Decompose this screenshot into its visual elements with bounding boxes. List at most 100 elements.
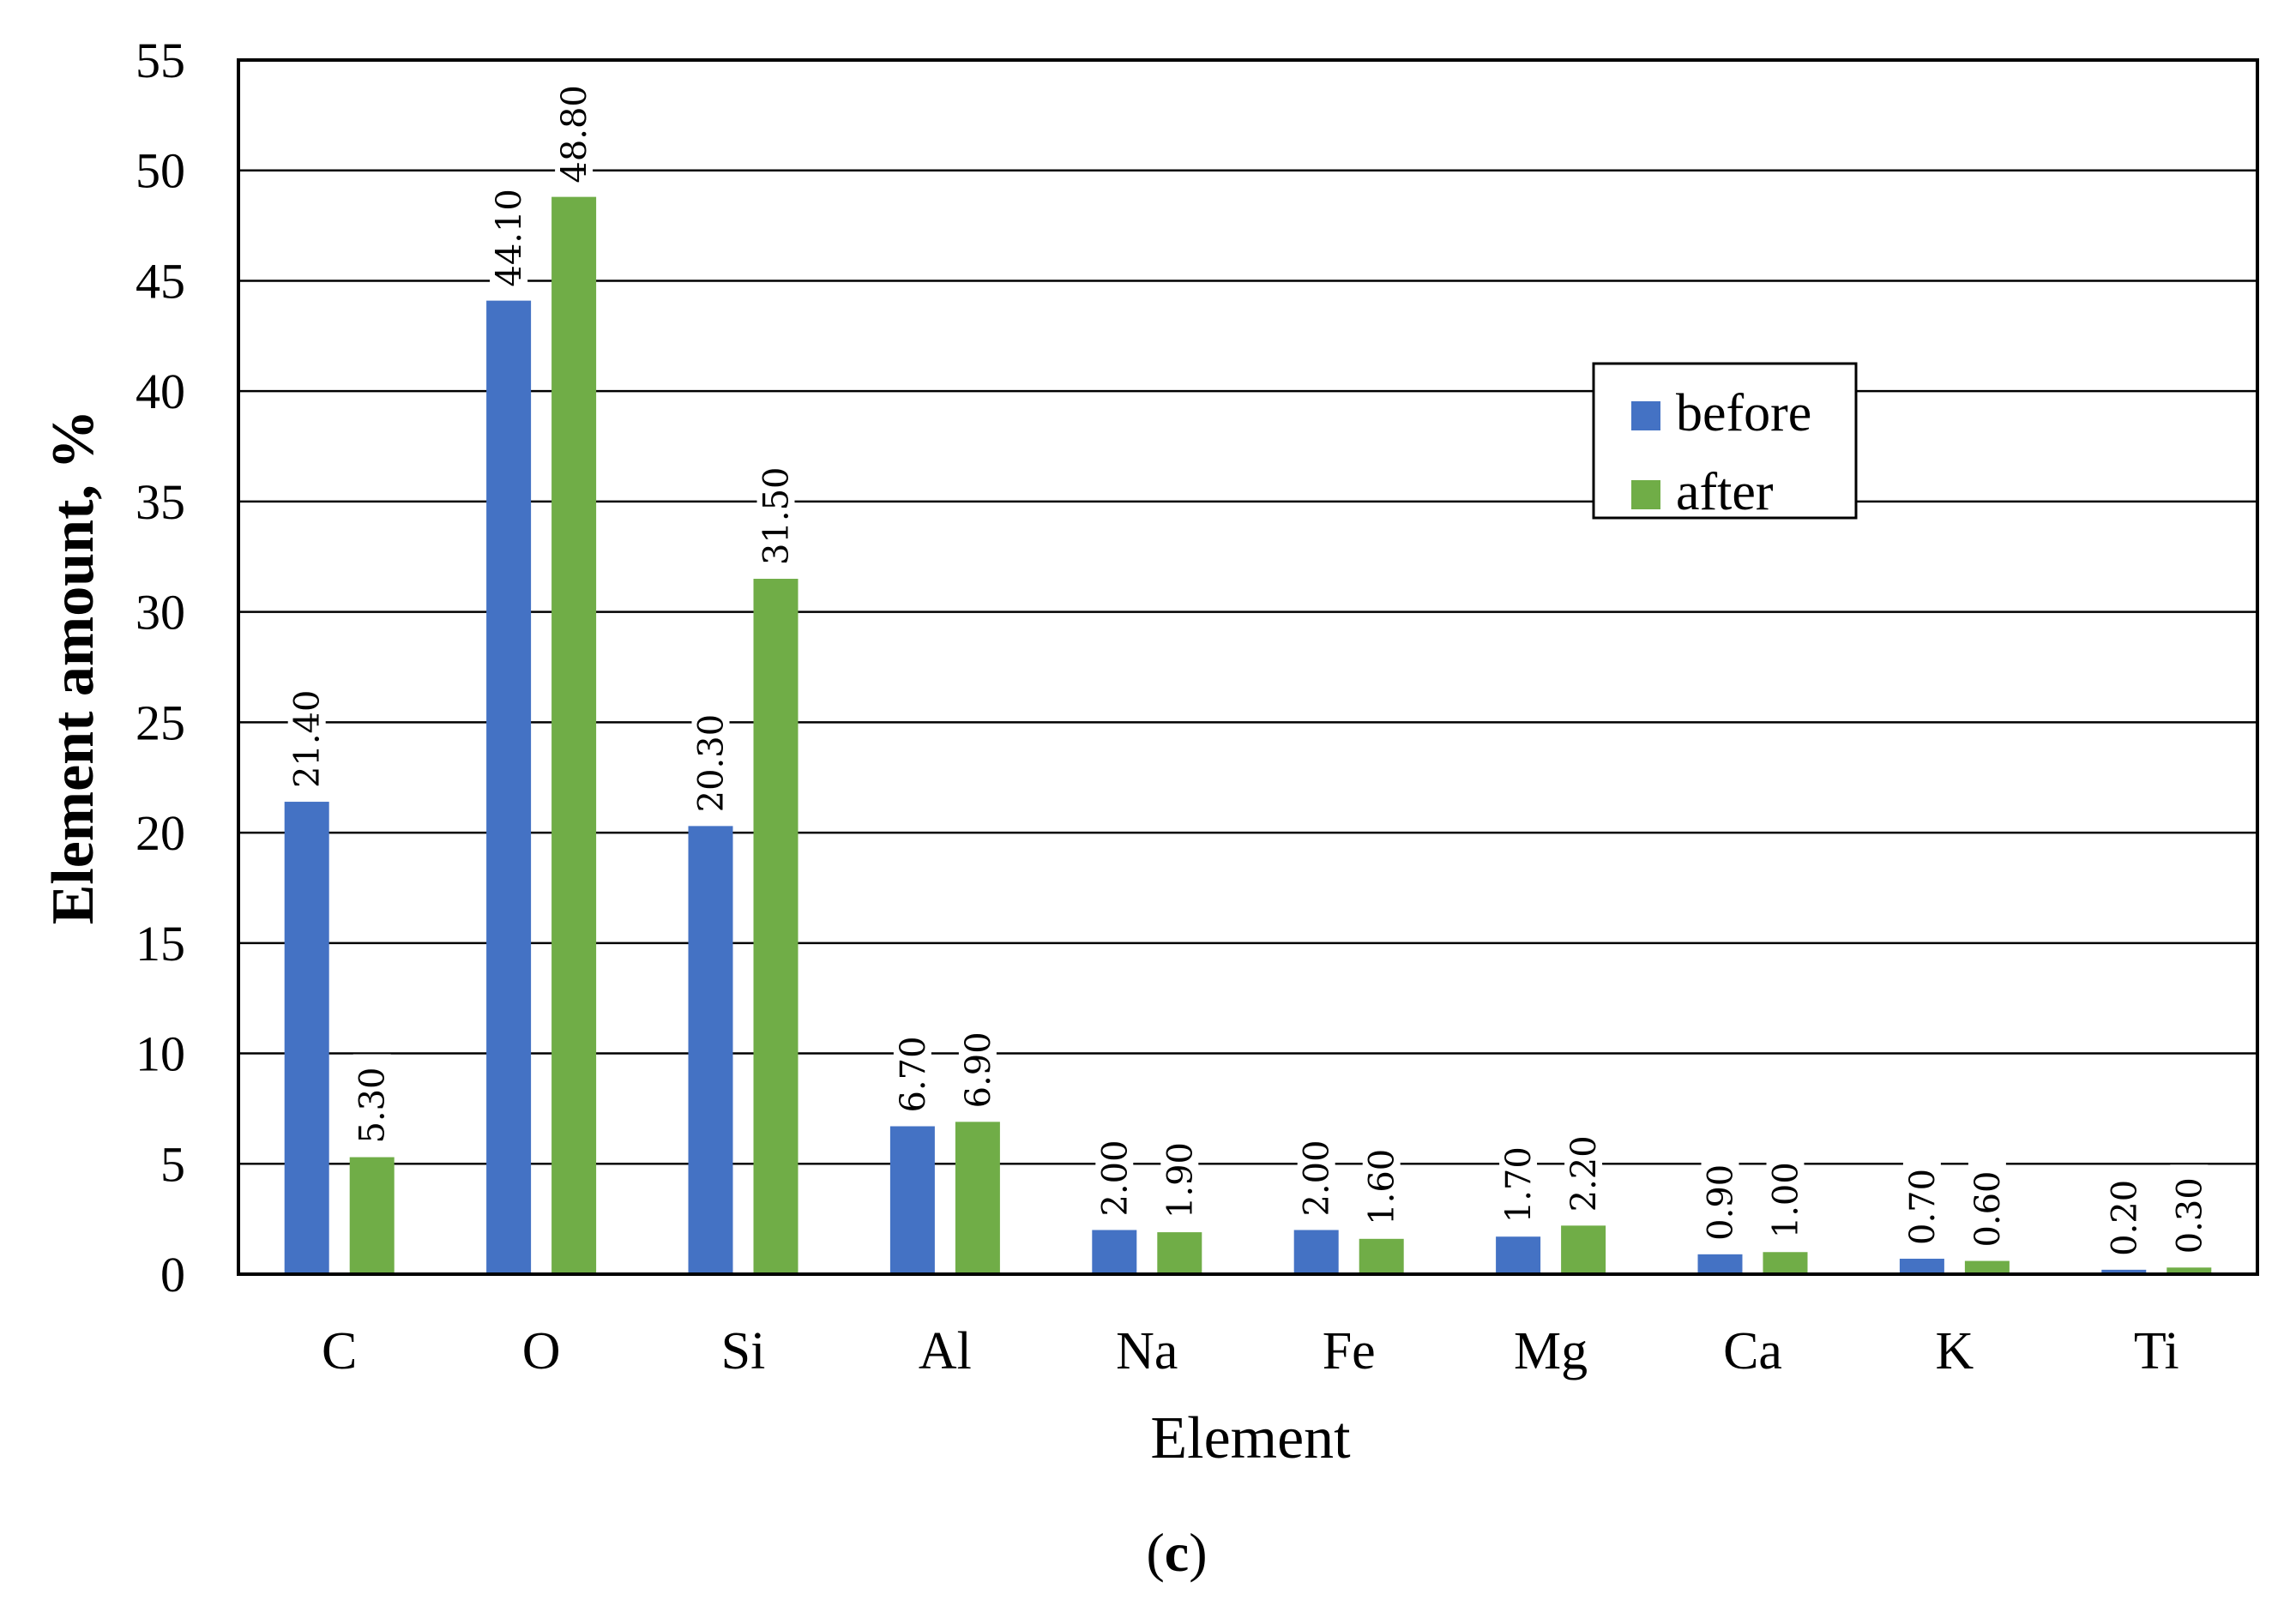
data-label-background (1564, 1122, 1603, 1218)
x-tick-label: Ti (2134, 1322, 2179, 1380)
y-tick-label: 55 (136, 33, 185, 88)
bar-before-O (486, 300, 532, 1274)
legend-label-after: after (1676, 463, 1774, 521)
bar-before-Mg (1496, 1236, 1541, 1274)
x-tick-label: O (522, 1322, 561, 1380)
y-tick-label: 5 (160, 1136, 185, 1192)
y-tick-label: 20 (136, 805, 185, 861)
bar-after-Si (753, 579, 798, 1274)
legend-swatch-after (1631, 480, 1660, 509)
bar-before-C (284, 802, 329, 1274)
data-label-background (1701, 1151, 1739, 1246)
bar-before-K (1899, 1258, 1944, 1274)
bar-after-C (349, 1157, 395, 1274)
y-axis-title: Element amount, % (40, 410, 106, 925)
data-labels: 21.40 44.10 20.30 6.70 2.00 2.00 1.70 0.90 0.70 0… (287, 73, 2209, 1261)
data-label: 1.70 (1499, 1146, 1539, 1223)
legend: before after (1592, 362, 1858, 521)
y-tick-label: 30 (136, 585, 185, 641)
x-tick-label: Na (1116, 1322, 1178, 1380)
data-label: 2.00 (1298, 1140, 1337, 1216)
data-label: 5.30 (353, 1067, 393, 1143)
y-tick-label: 0 (160, 1247, 185, 1302)
y-tick-label: 45 (136, 253, 185, 309)
data-label: 0.20 (2105, 1180, 2144, 1256)
data-label-background (287, 678, 326, 794)
y-axis-ticks: 0 5 10 15 20 25 30 35 40 45 50 55 (136, 33, 185, 1302)
bars (284, 196, 2212, 1274)
plot-border (237, 58, 2259, 1276)
data-label: 48.80 (555, 85, 594, 183)
data-label-background (2170, 1164, 2209, 1260)
data-label: 0.30 (2170, 1177, 2209, 1254)
y-tick-label: 50 (136, 143, 185, 199)
data-label-background (353, 1054, 391, 1149)
data-label: 20.30 (692, 714, 732, 813)
bar-before-Ca (1697, 1254, 1743, 1274)
data-label: 1.90 (1160, 1142, 1200, 1218)
data-label: 6.70 (894, 1036, 933, 1112)
bar-after-Al (955, 1122, 1000, 1274)
data-label: 1.60 (1363, 1149, 1402, 1225)
x-tick-label: C (322, 1322, 357, 1380)
y-tick-label: 25 (136, 695, 185, 750)
bar-before-Na (1092, 1230, 1137, 1274)
data-label-background (490, 177, 528, 292)
caption-open: ( (1146, 1522, 1164, 1583)
bar-after-Ca (1763, 1252, 1808, 1274)
bar-before-Si (688, 826, 733, 1274)
bar-after-Na (1157, 1232, 1202, 1274)
x-tick-label: K (1936, 1322, 1974, 1380)
data-label-background (2105, 1166, 2143, 1261)
y-tick-label: 35 (136, 474, 185, 530)
data-label-background (1362, 1135, 1401, 1230)
data-label: 6.90 (959, 1032, 998, 1108)
y-tick-label: 15 (136, 916, 185, 971)
bar-after-K (1964, 1260, 2010, 1274)
data-label-background (555, 73, 594, 189)
caption-close: ) (1189, 1522, 1207, 1583)
data-label: 1.00 (1767, 1162, 1806, 1238)
data-label: 21.40 (288, 690, 328, 789)
x-tick-label: Fe (1323, 1322, 1376, 1380)
x-tick-label: Si (721, 1322, 766, 1380)
data-label: 2.20 (1564, 1135, 1604, 1212)
x-tick-label: Al (919, 1322, 972, 1380)
data-label-background (1766, 1149, 1805, 1244)
data-label: 0.70 (1903, 1169, 1943, 1245)
data-label: 0.90 (1702, 1164, 1741, 1241)
data-label: 0.60 (1968, 1170, 2008, 1247)
data-label-background (1499, 1134, 1538, 1229)
data-label-background (893, 1023, 931, 1118)
legend-label-before: before (1676, 384, 1811, 442)
bar-after-Mg (1561, 1225, 1606, 1274)
bar-before-Fe (1293, 1230, 1339, 1274)
data-label-background (1095, 1127, 1134, 1222)
x-axis-title: Element (1150, 1405, 1351, 1471)
x-tick-label: Mg (1514, 1322, 1588, 1380)
legend-swatch-before (1631, 401, 1660, 430)
bar-after-O (551, 196, 597, 1274)
data-label-background (1968, 1158, 2006, 1253)
data-label-background (1902, 1155, 1941, 1250)
x-axis-ticks: C O Si Al Na Fe Mg Ca K Ti (322, 1322, 2179, 1380)
figure-caption: (c) (1146, 1522, 1207, 1583)
bar-before-Ti (2101, 1269, 2147, 1274)
data-label: 44.10 (490, 189, 529, 287)
data-label-background (958, 1019, 997, 1114)
bar-after-Fe (1359, 1238, 1404, 1274)
caption-letter: c (1165, 1522, 1189, 1583)
bar-after-Ti (2166, 1267, 2212, 1274)
data-label-background (1297, 1127, 1335, 1222)
data-label-background (1160, 1129, 1199, 1224)
data-label: 31.50 (757, 467, 797, 566)
y-tick-label: 10 (136, 1026, 185, 1082)
y-tick-label: 40 (136, 364, 185, 419)
x-tick-label: Ca (1723, 1322, 1782, 1380)
bar-before-Al (889, 1126, 935, 1274)
data-label-background (756, 455, 795, 571)
data-label-background (691, 702, 730, 818)
data-label: 2.00 (1095, 1140, 1135, 1216)
